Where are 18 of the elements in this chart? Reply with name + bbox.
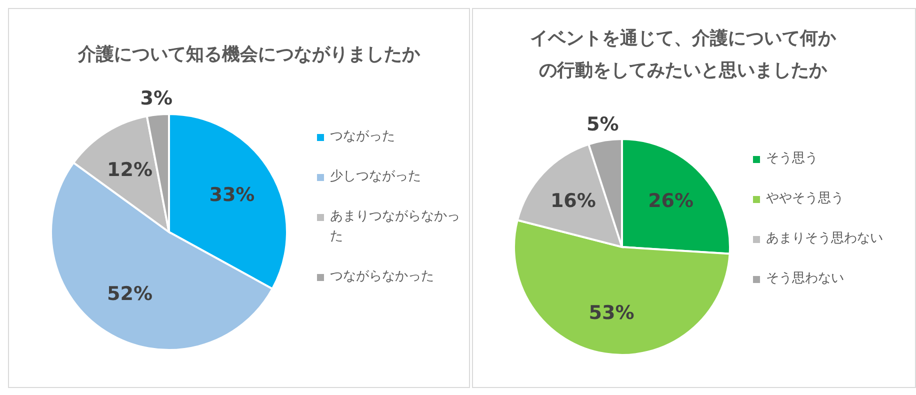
data-label: 5%: [586, 114, 619, 136]
data-label: 53%: [588, 302, 634, 324]
data-label: 33%: [209, 184, 255, 206]
legend-label: ややそう思う: [766, 190, 844, 208]
chart-title: 介護について知る機会につながりましたか: [76, 43, 421, 67]
legend-label: 少しつながった: [330, 168, 421, 186]
legend-label: あまりつながらなかった: [330, 208, 461, 246]
data-label: 12%: [107, 159, 153, 182]
legend-label: つながった: [330, 128, 395, 146]
data-label: 3%: [140, 88, 173, 110]
data-label: 52%: [107, 282, 153, 305]
legend-label: そう思う: [766, 150, 818, 168]
data-label: 26%: [648, 190, 694, 212]
chart-title: イベントを通じて、介護について何かの行動をしてみたいと思いましたか: [529, 27, 837, 83]
legend-label: つながらなかった: [330, 268, 434, 286]
legend-label: そう思わない: [766, 270, 844, 288]
legend-label: あまりそう思わない: [766, 230, 883, 248]
data-label: 16%: [550, 190, 596, 212]
